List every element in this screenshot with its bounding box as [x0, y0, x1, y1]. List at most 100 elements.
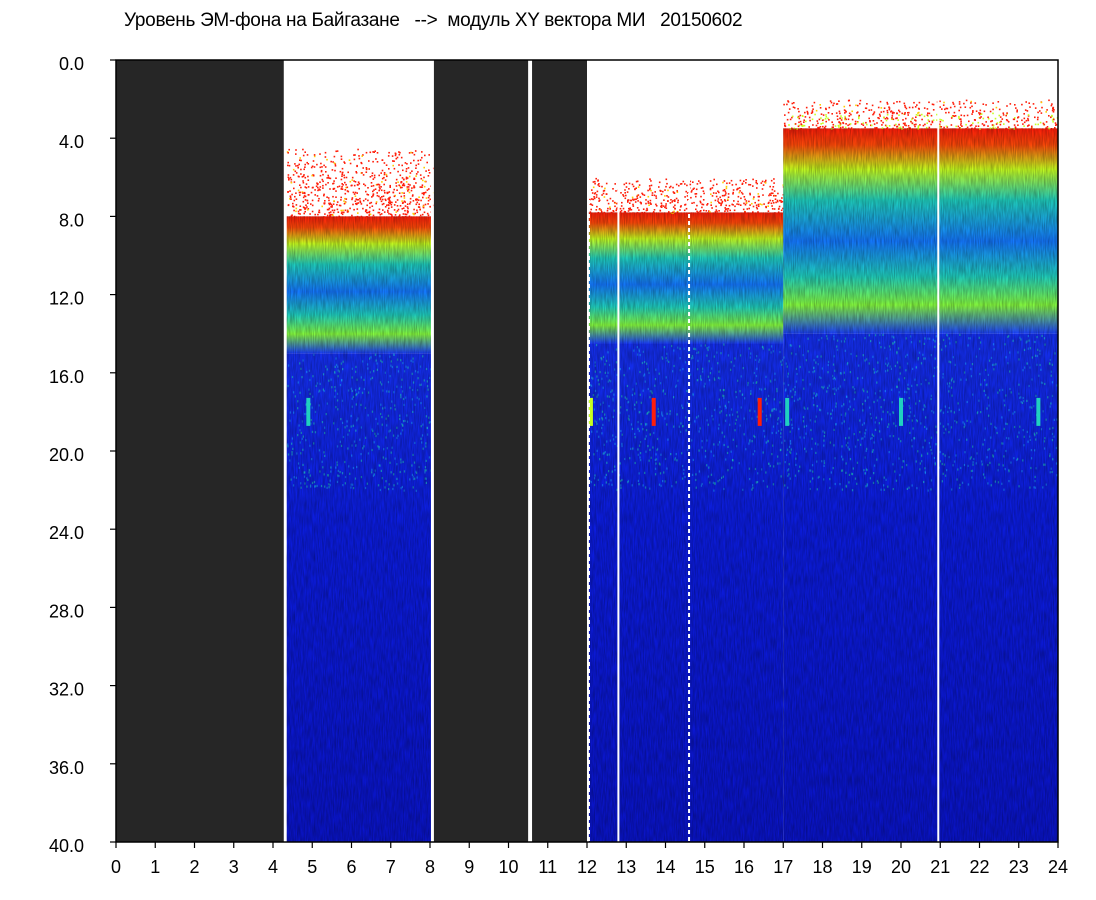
speckle-point [844, 110, 847, 112]
speckle-point [595, 209, 598, 211]
speckle-point [351, 184, 353, 187]
speckle-point [781, 200, 784, 203]
speckle-point [862, 122, 865, 124]
speckle-point [662, 190, 664, 193]
speckle-point [395, 182, 397, 184]
speckle-point [335, 150, 337, 153]
speckle-point [311, 204, 314, 207]
speckle-point [307, 186, 310, 188]
speckle-point [908, 106, 911, 109]
speckle-point [307, 208, 310, 210]
speckle-point [958, 101, 961, 103]
speckle-point [607, 202, 610, 205]
speckle-point [394, 154, 397, 157]
speckle-point [691, 202, 693, 204]
x-tick-label-1: 1 [150, 857, 160, 877]
x-tick-label-20: 20 [891, 857, 911, 877]
speckle-point [836, 118, 839, 121]
speckle-point [396, 199, 399, 201]
speckle-point [415, 173, 418, 175]
speckle-point [679, 206, 682, 208]
speckle-point [839, 124, 842, 127]
speckle-point [401, 192, 403, 194]
speckle-point [885, 119, 888, 122]
speckle-point [922, 124, 925, 127]
speckle-point [412, 200, 415, 202]
speckle-point [999, 121, 1001, 124]
speckle-point [297, 164, 299, 167]
speckle-point [423, 192, 425, 194]
speckle-point [401, 208, 404, 210]
speckle-point [727, 198, 729, 201]
speckle-point [715, 195, 718, 198]
speckle-point [1045, 111, 1047, 113]
speckle-point [979, 117, 981, 119]
speckle-point [383, 183, 385, 186]
speckle-point [347, 171, 349, 174]
speckle-point [313, 166, 316, 168]
speckle-point [401, 184, 404, 186]
speckle-point [349, 180, 352, 183]
speckle-point [777, 208, 780, 210]
speckle-point [1052, 106, 1055, 109]
speckle-point [784, 114, 786, 116]
speckle-point [728, 204, 731, 207]
y-tick-label-8.0: 8.0 [59, 210, 84, 230]
speckle-point [911, 118, 913, 120]
speckle-point [372, 214, 375, 217]
speckle-point [646, 207, 648, 210]
speckle-point [370, 182, 373, 184]
speckle-point [1009, 103, 1012, 105]
speckle-point [908, 111, 910, 114]
x-tick-label-9: 9 [464, 857, 474, 877]
speckle-point [307, 209, 309, 211]
speckle-point [362, 207, 364, 210]
speckle-point [325, 171, 327, 173]
speckle-point [724, 210, 726, 212]
speckle-point [306, 199, 309, 202]
speckle-point [712, 184, 715, 187]
speckle-point [356, 202, 358, 205]
speckle-point [939, 127, 941, 129]
speckle-point [655, 205, 658, 207]
speckle-point [388, 204, 390, 207]
speckle-point [398, 153, 401, 156]
speckle-point [301, 191, 304, 193]
speckle-point [811, 118, 814, 121]
hot-spot-2 [785, 397, 790, 426]
speckle-point [390, 206, 393, 208]
speckle-point [886, 127, 889, 129]
speckle-point [413, 208, 415, 211]
speckle-point [311, 174, 313, 177]
speckle-point [399, 151, 401, 154]
speckle-point [389, 196, 391, 199]
speckle-point [981, 123, 984, 125]
speckle-point [1027, 114, 1030, 116]
speckle-point [338, 204, 341, 207]
speckle-point [673, 210, 675, 213]
speckle-point [939, 106, 941, 108]
speckle-point [408, 152, 411, 154]
speckle-point [383, 176, 385, 179]
speckle-point [356, 192, 358, 194]
speckle-point [1040, 112, 1043, 114]
speckle-point [927, 112, 929, 114]
speckle-point [355, 171, 357, 173]
speckle-point [844, 117, 847, 119]
speckle-point [720, 199, 722, 201]
speckle-point [312, 160, 315, 162]
speckle-point [1037, 111, 1039, 114]
speckle-point [1028, 102, 1030, 104]
speckle-point [811, 110, 814, 112]
speckle-point [745, 179, 747, 181]
speckle-point [382, 209, 384, 211]
speckle-point [300, 159, 302, 162]
speckle-point [926, 114, 929, 116]
speckle-point [856, 111, 859, 113]
speckle-point [590, 203, 593, 206]
speckle-point [372, 209, 375, 212]
speckle-point [647, 195, 650, 198]
speckle-point [739, 190, 741, 192]
speckle-point [772, 202, 775, 204]
speckle-point [812, 108, 814, 110]
